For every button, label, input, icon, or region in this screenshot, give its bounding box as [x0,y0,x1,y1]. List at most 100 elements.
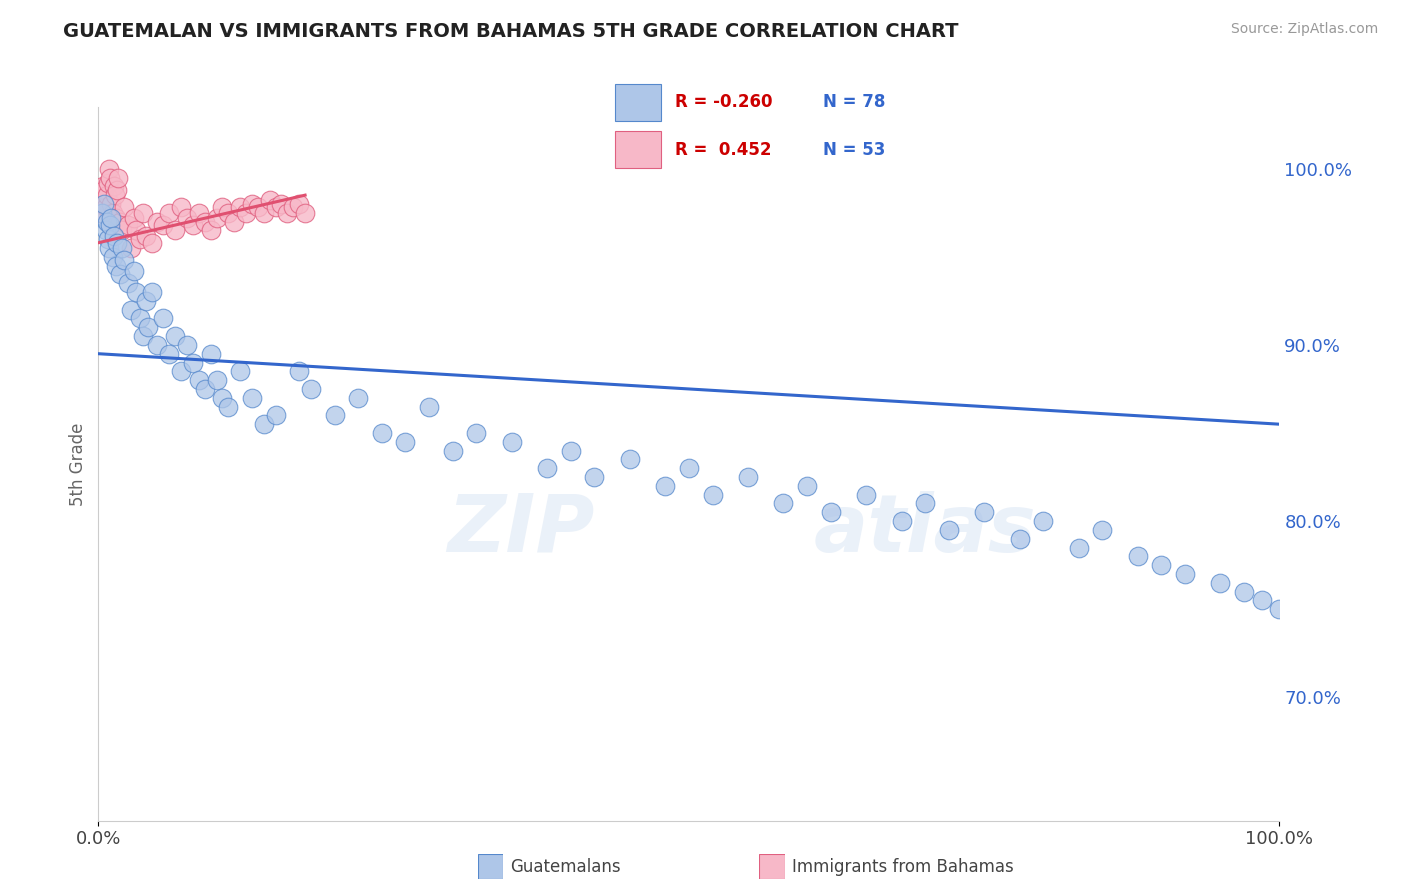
Point [288,364,311,378]
Point [105,211,128,225]
Point [205,211,228,225]
Point [100,197,122,211]
Point [772,496,794,510]
Point [181,218,204,232]
Point [97,232,120,246]
Bar [616,84,661,121]
Point [323,409,346,423]
Point [122,264,145,278]
Text: Guatemalans: Guatemalans [510,858,621,876]
Point [200,223,222,237]
Point [105,183,128,197]
Point [117,277,139,291]
Point [176,211,198,225]
Point [152,218,174,232]
Point [246,201,269,215]
Point [135,293,157,308]
Point [98,170,121,185]
Point [217,400,239,414]
Point [170,364,193,378]
Point [441,443,464,458]
Point [240,197,263,211]
Point [100,211,122,225]
Point [132,329,155,343]
Point [181,355,204,369]
Point [165,329,187,343]
Point [288,197,311,211]
Point [91,206,114,220]
Point [654,479,676,493]
Text: Source: ZipAtlas.com: Source: ZipAtlas.com [1230,22,1378,37]
Text: Immigrants from Bahamas: Immigrants from Bahamas [792,858,1014,876]
Point [1067,541,1090,555]
Point [235,206,257,220]
Point [103,179,125,194]
Point [98,218,121,232]
Point [536,461,558,475]
Point [121,241,143,255]
Point [108,268,131,282]
Point [1126,549,1149,564]
Point [938,523,960,537]
Point [259,194,281,208]
Point [229,201,252,215]
Text: ZIP: ZIP [447,491,595,569]
Point [101,250,124,264]
Point [104,188,127,202]
Point [371,425,394,440]
Point [157,347,180,361]
Text: R = -0.260: R = -0.260 [675,94,772,112]
Point [294,206,316,220]
Point [101,206,124,220]
Point [264,409,287,423]
Point [678,461,700,475]
Point [108,214,131,228]
Point [157,206,180,220]
Point [1150,558,1173,573]
Point [418,400,440,414]
Point [125,223,148,237]
Point [90,206,112,220]
Text: N = 53: N = 53 [823,141,884,159]
Point [299,382,322,396]
Point [112,253,135,268]
Point [1268,602,1291,616]
Point [128,311,150,326]
Point [96,188,118,202]
Point [583,470,606,484]
Point [97,176,120,190]
Point [702,488,724,502]
Point [1091,523,1114,537]
Point [111,241,134,255]
Point [187,373,209,387]
Point [890,514,912,528]
Point [105,259,128,273]
Point [141,285,163,299]
Point [283,201,305,215]
Point [146,338,169,352]
Point [135,228,157,243]
Bar [616,131,661,168]
Point [103,228,125,243]
Point [170,201,193,215]
Point [112,201,135,215]
Point [94,201,117,215]
Y-axis label: 5th Grade: 5th Grade [69,422,87,506]
Point [973,505,995,519]
Point [146,214,169,228]
Point [105,235,128,250]
Point [165,223,187,237]
Point [1032,514,1054,528]
Point [128,232,150,246]
Point [217,206,239,220]
Point [270,197,292,211]
Point [96,214,118,228]
Point [1250,593,1272,607]
Point [121,302,143,317]
Point [132,206,155,220]
Point [122,211,145,225]
Point [141,235,163,250]
Point [211,201,233,215]
Point [91,179,114,194]
Point [1008,532,1031,546]
